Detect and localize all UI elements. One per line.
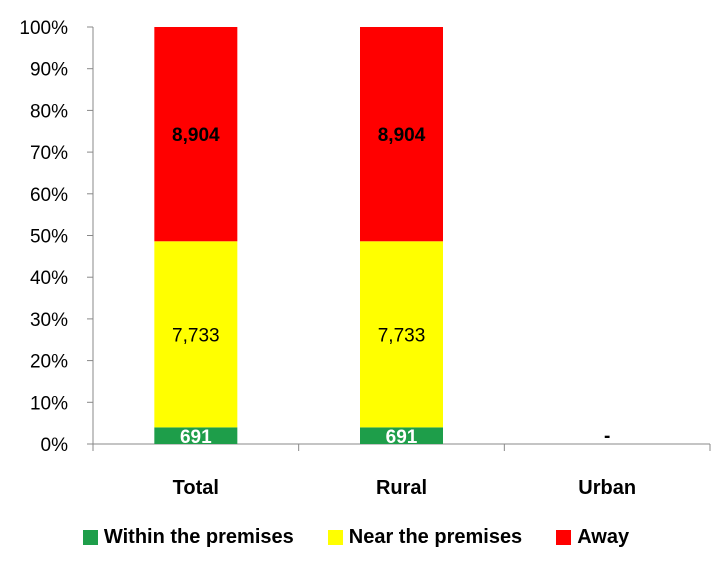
data-label: -	[604, 426, 610, 447]
y-tick-label: 50%	[30, 227, 68, 248]
legend-item-near: Near the premises	[327, 526, 523, 549]
bars	[154, 27, 443, 444]
data-label: 8,904	[378, 125, 426, 146]
bar-segment	[360, 27, 443, 242]
stacked-bar-chart: 0% 10% 20% 30% 40% 50% 60% 70% 80% 90% 100% Total Ru…	[19, 18, 711, 499]
legend-swatch-within	[82, 530, 98, 545]
bar-segment	[154, 427, 238, 444]
data-label: 7,733	[378, 325, 426, 346]
y-tick-label: 90%	[30, 60, 68, 81]
y-tick-label: 60%	[30, 185, 68, 206]
bar-segment	[360, 241, 443, 428]
legend: Within the premises Near the premises Aw…	[0, 526, 712, 549]
data-label: 8,904	[172, 125, 220, 146]
data-label: 691	[386, 427, 418, 448]
y-tick-label: 70%	[30, 143, 68, 164]
data-label: 7,733	[172, 325, 220, 346]
legend-label-within: Within the premises	[103, 526, 294, 548]
legend-label-near: Near the premises	[348, 526, 523, 548]
y-tick-label: 80%	[30, 101, 68, 122]
x-category-label: Urban	[578, 477, 636, 499]
y-tick-label: 30%	[30, 310, 68, 331]
legend-swatch-away	[556, 530, 572, 545]
legend-label-away: Away	[577, 526, 630, 548]
legend-item-within: Within the premises	[82, 526, 294, 549]
y-tick-label: 0%	[41, 435, 69, 456]
legend-item-away: Away	[556, 526, 629, 549]
y-tick-label: 20%	[30, 352, 68, 373]
y-tick-label: 10%	[30, 393, 68, 414]
bar-segment	[154, 27, 238, 242]
data-label: 691	[180, 427, 212, 448]
x-category-label: Rural	[376, 477, 427, 499]
x-category-label: Total	[173, 477, 219, 499]
y-tick-label: 40%	[30, 268, 68, 289]
y-tick-label: 100%	[19, 18, 68, 39]
bar-segment	[154, 241, 238, 428]
legend-swatch-near	[327, 530, 343, 545]
data-labels: 691 7,733 8,904 691 7,733 8,904 -	[172, 125, 610, 448]
bar-segment	[360, 427, 443, 444]
